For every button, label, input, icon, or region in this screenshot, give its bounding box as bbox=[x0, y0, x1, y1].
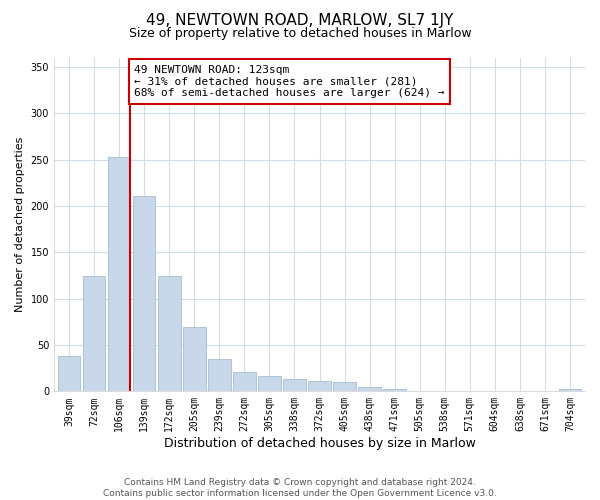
Bar bbox=[283, 380, 306, 392]
Bar bbox=[383, 390, 406, 392]
Bar bbox=[58, 356, 80, 392]
Text: Contains HM Land Registry data © Crown copyright and database right 2024.
Contai: Contains HM Land Registry data © Crown c… bbox=[103, 478, 497, 498]
Text: Size of property relative to detached houses in Marlow: Size of property relative to detached ho… bbox=[128, 28, 472, 40]
Bar bbox=[133, 196, 155, 392]
Bar bbox=[83, 276, 106, 392]
Bar bbox=[158, 276, 181, 392]
Bar bbox=[108, 156, 130, 392]
Bar bbox=[559, 388, 581, 392]
Text: 49, NEWTOWN ROAD, MARLOW, SL7 1JY: 49, NEWTOWN ROAD, MARLOW, SL7 1JY bbox=[146, 12, 454, 28]
Bar bbox=[183, 328, 206, 392]
Bar bbox=[358, 386, 381, 392]
Text: 49 NEWTOWN ROAD: 123sqm
← 31% of detached houses are smaller (281)
68% of semi-d: 49 NEWTOWN ROAD: 123sqm ← 31% of detache… bbox=[134, 65, 445, 98]
Bar bbox=[208, 359, 230, 392]
Bar bbox=[233, 372, 256, 392]
Y-axis label: Number of detached properties: Number of detached properties bbox=[15, 136, 25, 312]
Bar bbox=[333, 382, 356, 392]
Bar bbox=[308, 381, 331, 392]
Bar bbox=[258, 376, 281, 392]
X-axis label: Distribution of detached houses by size in Marlow: Distribution of detached houses by size … bbox=[164, 437, 475, 450]
